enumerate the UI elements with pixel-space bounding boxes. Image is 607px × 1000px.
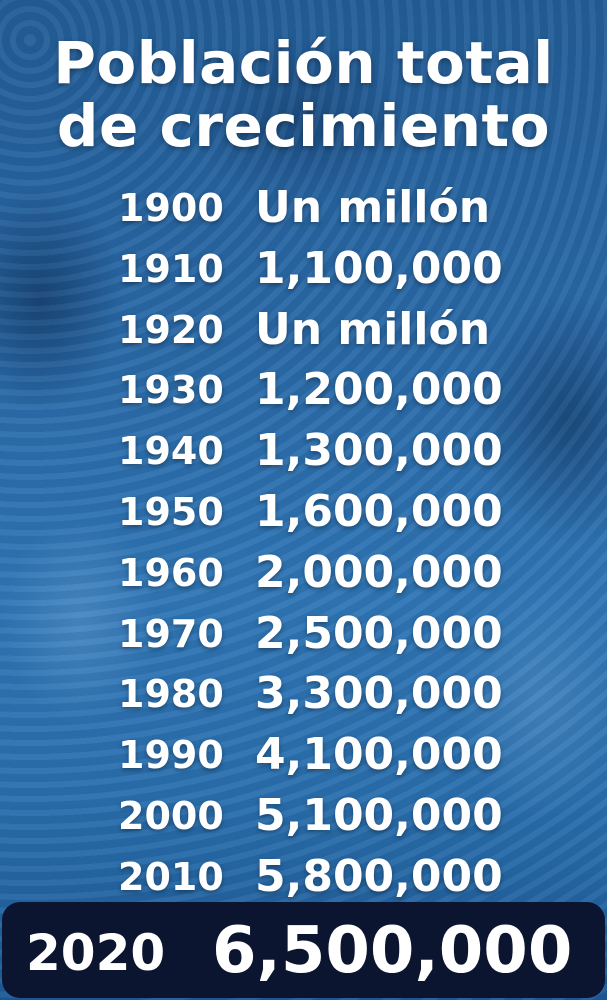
highlight-value: 6,500,000 <box>212 914 573 988</box>
row-year: 1960 <box>118 550 224 595</box>
population-row: 1970 2,500,000 <box>0 608 607 669</box>
row-year: 1910 <box>118 246 224 291</box>
row-year: 1970 <box>118 611 224 656</box>
row-value: 2,500,000 <box>255 607 503 659</box>
row-year: 1990 <box>118 733 224 778</box>
row-year: 1950 <box>118 489 224 534</box>
row-value: 2,000,000 <box>255 546 503 598</box>
row-value: 1,300,000 <box>255 425 503 477</box>
population-row: 1960 2,000,000 <box>0 547 607 608</box>
row-year: 2000 <box>118 793 224 838</box>
row-year: 1980 <box>118 672 224 717</box>
population-row: 1990 4,100,000 <box>0 729 607 790</box>
row-value: 1,100,000 <box>255 242 503 294</box>
highlight-year: 2020 <box>26 924 166 982</box>
row-value: 3,300,000 <box>255 668 503 720</box>
population-row: 1910 1,100,000 <box>0 243 607 304</box>
row-year: 2010 <box>118 854 224 899</box>
row-value: Un millón <box>255 303 491 355</box>
row-year: 1930 <box>118 368 224 413</box>
title-line-2: de crecimiento <box>56 91 551 160</box>
row-value: 5,100,000 <box>255 789 503 841</box>
poster-title: Población total de crecimiento <box>0 32 607 157</box>
population-list: 1900 Un millón 1910 1,100,000 1920 Un mi… <box>0 182 607 912</box>
population-row: 1930 1,200,000 <box>0 364 607 425</box>
highlight-banner: 2020 6,500,000 <box>2 902 605 998</box>
population-row: 1920 Un millón <box>0 304 607 365</box>
row-value: 4,100,000 <box>255 729 503 781</box>
population-row: 2010 5,800,000 <box>0 851 607 912</box>
row-value: 5,800,000 <box>255 850 503 902</box>
population-row: 1980 3,300,000 <box>0 668 607 729</box>
row-value: 1,600,000 <box>255 485 503 537</box>
row-value: Un millón <box>255 182 491 233</box>
population-row: 1940 1,300,000 <box>0 425 607 486</box>
population-row: 1900 Un millón <box>0 182 607 243</box>
population-row: 1950 1,600,000 <box>0 486 607 547</box>
row-year: 1940 <box>118 429 224 474</box>
row-value: 1,200,000 <box>255 364 503 416</box>
row-year: 1900 <box>118 186 224 230</box>
population-row: 2000 5,100,000 <box>0 790 607 851</box>
title-line-1: Población total <box>53 29 554 97</box>
row-year: 1920 <box>118 307 224 352</box>
